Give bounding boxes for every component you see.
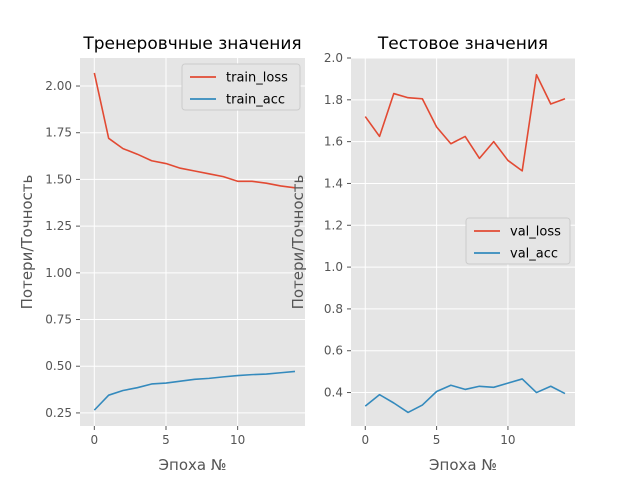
x-tick-label: 10: [500, 433, 515, 447]
legend: val_loss val_acc: [465, 217, 571, 265]
series-line-train_loss: [93, 72, 296, 189]
chart-title: Тренеровчные значения: [82, 34, 301, 54]
y-tick-label: 1.0: [324, 260, 343, 274]
y-tick-label: 1.00: [45, 266, 72, 280]
y-tick-label: 2.0: [324, 51, 343, 65]
x-axis-label: Эпоха №: [429, 456, 497, 474]
y-tick-label: 1.75: [45, 126, 72, 140]
chart-panel-1: 0.25 0.50 0.75 1.00 1.25 1.50 1.75 2.00 0 5 10 Трен…: [18, 34, 305, 474]
series-line-val_loss: [364, 73, 566, 172]
chart-panel-2: 0.4 0.6 0.8 1.0 1.2 1.4 1.6 1.8 2.0 0 5 10 Тестовое …: [289, 34, 575, 474]
series-line-train_acc: [93, 370, 296, 411]
series-line-val_acc: [364, 378, 566, 414]
y-tick-label: 0.4: [324, 386, 343, 400]
y-tick-label: 0.8: [324, 302, 343, 316]
y-tick-label: 0.25: [45, 406, 72, 420]
x-tick-label: 5: [433, 433, 441, 447]
y-tick-label: 0.6: [324, 344, 343, 358]
y-tick-label: 0.75: [45, 313, 72, 327]
legend-label-val_loss: val_loss: [510, 225, 561, 240]
y-tick-label: 1.2: [324, 218, 343, 232]
y-tick-label: 1.25: [45, 219, 72, 233]
y-tick-label: 1.4: [324, 176, 343, 190]
x-tick-label: 10: [230, 433, 245, 447]
legend-label-train_loss: train_loss: [226, 71, 288, 86]
y-tick-label: 1.50: [45, 172, 72, 186]
chart-title: Тестовое значения: [377, 34, 548, 54]
legend-label-train_acc: train_acc: [226, 93, 285, 108]
y-axis-label: Потери/Точность: [289, 175, 307, 310]
x-tick-label: 0: [91, 433, 99, 447]
y-tick-label: 2.00: [45, 79, 72, 93]
x-tick-label: 5: [162, 433, 170, 447]
y-axis-label: Потери/Точность: [18, 175, 36, 310]
y-tick-label: 1.6: [324, 135, 343, 149]
x-tick-label: 0: [361, 433, 369, 447]
y-tick-label: 1.8: [324, 93, 343, 107]
legend-label-val_acc: val_acc: [510, 247, 558, 262]
x-axis-label: Эпоха №: [159, 456, 227, 474]
plot-area: [80, 58, 305, 426]
legend: train_loss train_acc: [181, 63, 301, 111]
y-tick-label: 0.50: [45, 359, 72, 373]
